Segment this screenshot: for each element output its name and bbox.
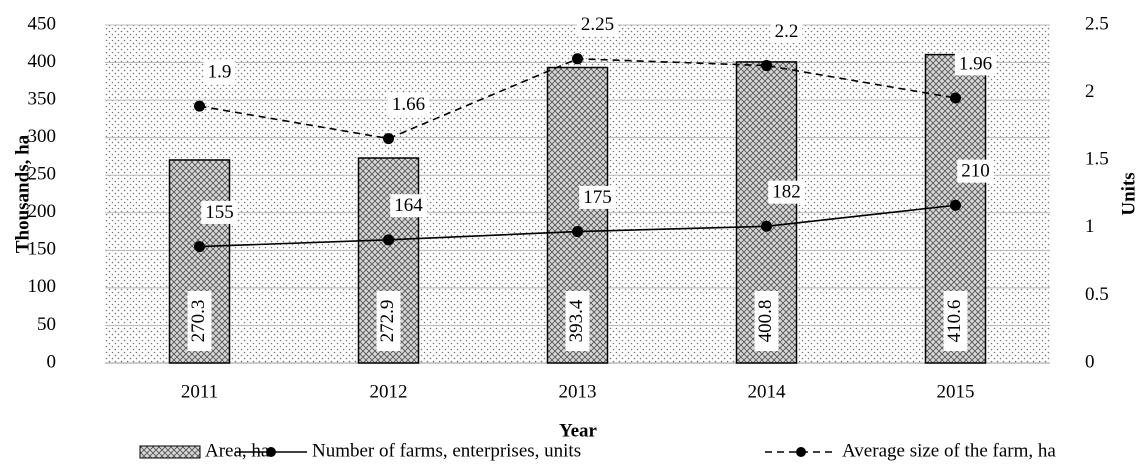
legend-label: Average size of the farm, ha [842, 440, 1056, 461]
legend-swatch [139, 445, 201, 459]
y2-axis-title: Units [1118, 172, 1139, 215]
marker [572, 226, 583, 238]
value-label-bg [754, 291, 779, 351]
x-tick-label: 2015 [937, 381, 975, 402]
value-label-bg [576, 13, 619, 37]
y2-tick-label: 0 [1085, 351, 1095, 372]
value-label: 400.8 [755, 300, 776, 343]
y-tick-label: 300 [28, 126, 57, 147]
legend-marker [796, 447, 806, 457]
marker [383, 234, 394, 246]
y2-tick-label: 2.5 [1085, 13, 1109, 34]
x-tick-label: 2011 [181, 381, 218, 402]
value-label-bg [390, 194, 428, 218]
y-tick-label: 250 [28, 164, 57, 185]
y2-tick-label: 1 [1085, 216, 1095, 237]
value-label-bg [565, 291, 590, 351]
legend-marker [266, 447, 276, 457]
y-tick-label: 400 [28, 51, 57, 72]
value-label-bg [770, 19, 803, 43]
value-label-bg [187, 291, 212, 351]
x-tick-label: 2014 [748, 381, 787, 402]
value-label: 2.2 [775, 21, 799, 42]
y-tick-label: 100 [28, 276, 57, 297]
y-tick-label: 150 [28, 239, 57, 260]
legend-label: Area, ha [205, 440, 270, 461]
value-label-bg [201, 200, 238, 224]
value-label: 1.96 [959, 53, 992, 74]
value-label-bg [376, 291, 401, 351]
value-label-bg [579, 185, 616, 209]
y-tick-label: 350 [28, 88, 57, 109]
value-label: 182 [772, 182, 801, 203]
value-label: 393.4 [566, 299, 587, 342]
value-label-bg [768, 180, 805, 204]
value-label: 1.9 [208, 61, 232, 82]
value-label: 272.9 [377, 300, 398, 343]
value-label: 1.66 [392, 94, 425, 115]
x-tick-label: 2013 [559, 381, 597, 402]
value-label-bg [203, 60, 236, 84]
marker [761, 60, 772, 72]
y2-tick-label: 1.5 [1085, 149, 1109, 170]
marker [761, 220, 772, 232]
value-label-bg [954, 52, 997, 76]
marker [194, 241, 205, 253]
y-tick-label: 0 [47, 351, 57, 372]
marker [950, 92, 961, 104]
y2-tick-label: 2 [1085, 81, 1095, 102]
y2-tick-label: 0.5 [1085, 284, 1109, 305]
value-label: 155 [205, 202, 234, 223]
marker [950, 199, 961, 211]
value-label-bg [387, 92, 430, 116]
marker [194, 100, 205, 112]
value-label-bg [957, 159, 994, 183]
value-label: 410.6 [944, 300, 965, 343]
marker [572, 53, 583, 65]
y-tick-label: 50 [37, 314, 56, 335]
marker [383, 133, 394, 145]
value-label: 210 [961, 161, 990, 182]
y-axis-title: Thousands, ha [12, 134, 33, 253]
value-label-bg [943, 291, 968, 351]
x-tick-label: 2012 [370, 381, 408, 402]
value-label: 2.25 [581, 14, 614, 35]
x-axis-title: Year [559, 420, 598, 441]
value-label: 175 [583, 187, 612, 208]
legend-label: Number of farms, enterprises, units [312, 440, 581, 461]
value-label: 164 [394, 195, 423, 216]
y-tick-label: 450 [28, 13, 57, 34]
y-tick-label: 200 [28, 201, 57, 222]
value-label: 270.3 [188, 300, 209, 343]
